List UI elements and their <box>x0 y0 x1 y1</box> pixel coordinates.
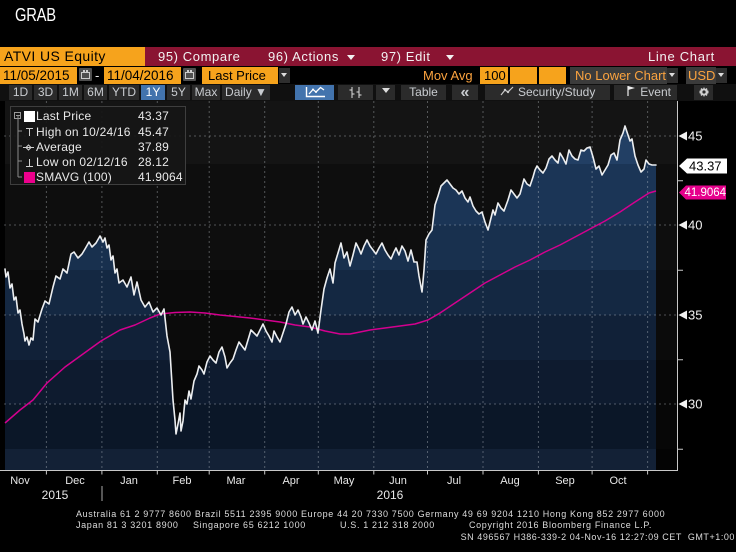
svg-text:45: 45 <box>688 129 702 144</box>
svg-text:Sep: Sep <box>555 475 575 487</box>
svg-text:Jun: Jun <box>389 475 407 487</box>
svg-text:35: 35 <box>688 308 702 323</box>
svg-text:Feb: Feb <box>173 475 192 487</box>
svg-text:2015: 2015 <box>42 488 69 502</box>
svg-text:30: 30 <box>688 397 702 412</box>
svg-text:Jan: Jan <box>120 475 138 487</box>
svg-text:43.37: 43.37 <box>689 159 722 174</box>
svg-text:Jul: Jul <box>447 475 461 487</box>
svg-text:May: May <box>334 475 355 487</box>
svg-text:2016: 2016 <box>377 488 404 502</box>
svg-text:Oct: Oct <box>609 475 626 487</box>
svg-text:Dec: Dec <box>65 475 85 487</box>
svg-text:40: 40 <box>688 218 702 233</box>
svg-text:41.9064: 41.9064 <box>685 187 727 199</box>
svg-text:Apr: Apr <box>282 475 299 487</box>
svg-text:Nov: Nov <box>10 475 30 487</box>
svg-text:Aug: Aug <box>500 475 520 487</box>
svg-text:Mar: Mar <box>227 475 246 487</box>
